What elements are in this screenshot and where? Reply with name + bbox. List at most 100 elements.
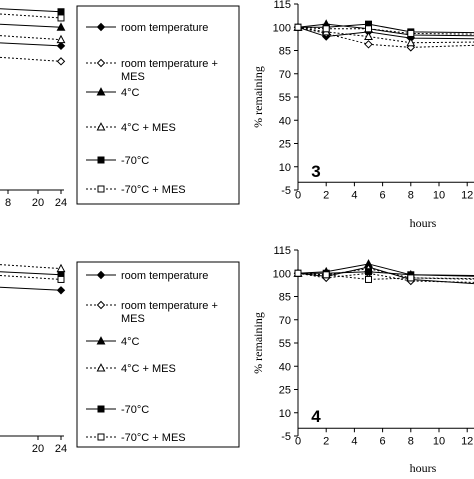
y-tick-label: 115 <box>273 0 291 11</box>
point-room-temperature <box>56 41 66 51</box>
series-line-70-c <box>0 8 62 13</box>
series-line-70-c-mes <box>0 274 62 280</box>
legend-label-line: room temperature <box>121 270 208 282</box>
point-70-c-mes <box>57 14 65 22</box>
point-70-c-mes <box>407 274 415 282</box>
point-70-c-mes <box>294 23 302 31</box>
x-tick-label: 6 <box>380 189 386 201</box>
legend-label-line: -70°C <box>121 404 149 416</box>
legend-label-room-temperature-mes: room temperature + MES <box>121 300 218 325</box>
legend-label-line: 4°C + MES <box>121 122 176 134</box>
legend-label-room-temperature: room temperature <box>121 22 208 34</box>
legend-top: room temperature room temperature + MES 4°C… <box>76 5 240 205</box>
y-tick-label: 55 <box>279 338 291 350</box>
x-tick-label: 20 <box>32 443 44 455</box>
legend-marker-room-temperature <box>96 270 106 280</box>
x-tick-label: 24 <box>55 443 67 455</box>
legend-marker-room-temperature-mes <box>96 300 106 310</box>
series-line-4-c-mes <box>297 26 474 44</box>
y-tick-label: 25 <box>279 385 291 397</box>
y-tick-label: 40 <box>279 115 291 127</box>
legend-label-line: -70°C + MES <box>121 184 186 196</box>
legend-label-70-c-mes: -70°C + MES <box>121 184 186 196</box>
legend-label-70-c: -70°C <box>121 404 149 416</box>
legend-label-70-c: -70°C <box>121 155 149 167</box>
point-70-c-mes <box>322 271 330 279</box>
point-4-c-mes <box>406 37 416 47</box>
x-tick-label: 24 <box>55 197 67 209</box>
legend-marker-4-c-mes <box>96 122 106 131</box>
x-tick-label: 2 <box>323 435 329 447</box>
y-axis-title: % remaining <box>251 312 265 374</box>
series-line-70-c <box>0 271 62 276</box>
series-line-70-c-mes <box>297 26 474 35</box>
series-line-room-temperature <box>0 42 62 47</box>
point-70-c-mes <box>57 275 65 283</box>
point-70-c <box>57 8 65 16</box>
legend-box <box>76 261 240 448</box>
y-tick-label: 40 <box>279 361 291 373</box>
legend-label-line: 4°C + MES <box>121 363 176 375</box>
legend-marker-room-temperature-mes <box>96 58 106 68</box>
legend-marker-4-c <box>96 87 106 96</box>
legend-bottom: room temperature room temperature + MES 4°C… <box>76 261 240 448</box>
legend-label-line: 4°C <box>121 336 140 348</box>
point-70-c-mes <box>294 269 302 277</box>
panel-top-right: -51025405570851001150246810121416% remai… <box>251 0 474 230</box>
legend-marker-4-c-mes <box>96 363 106 372</box>
y-tick-label: 70 <box>279 69 291 81</box>
y-tick-label: 25 <box>279 139 291 151</box>
x-tick-label: 0 <box>295 189 301 201</box>
legend-label-line: -70°C + MES <box>121 432 186 444</box>
x-tick-label: 10 <box>433 435 445 447</box>
series-line-room-temperature-mes <box>297 272 474 283</box>
y-tick-label: 115 <box>273 245 291 257</box>
series-line-4-c-mes <box>0 264 62 270</box>
point-70-c-mes <box>365 25 372 33</box>
panel-label: 4 <box>311 407 321 426</box>
series-line-4-c-mes <box>297 268 474 280</box>
legend-marker-4-c <box>96 336 106 345</box>
legend-label-line: MES <box>121 71 145 83</box>
x-tick-label: 4 <box>351 435 357 447</box>
y-tick-label: -5 <box>281 431 291 443</box>
series-line-4-c <box>0 23 62 28</box>
point-70-c-mes <box>407 29 415 37</box>
y-tick-label: 100 <box>273 22 291 34</box>
legend-label-line: 4°C <box>121 87 140 99</box>
x-axis-title: hours <box>410 216 437 230</box>
point-70-c-mes <box>365 275 372 283</box>
y-tick-label: 10 <box>279 408 291 420</box>
y-tick-label: 55 <box>279 92 291 104</box>
legend-label-room-temperature: room temperature <box>121 270 208 282</box>
point-room-temperature-mes <box>364 40 373 49</box>
y-tick-label: 10 <box>279 162 291 174</box>
x-tick-label: 8 <box>408 189 414 201</box>
legend-label-room-temperature-mes: room temperature + MES <box>121 58 218 83</box>
panel-bottom-left: 20 24 <box>0 263 67 455</box>
point-4-c <box>56 22 66 31</box>
point-4-c-mes <box>56 34 66 44</box>
legend-label-line: room temperature + <box>121 300 218 312</box>
x-tick-label: 20 <box>32 197 44 209</box>
series-line-4-c-mes <box>0 35 62 41</box>
legend-marker-70-c-mes <box>97 433 105 441</box>
y-tick-label: 70 <box>279 315 291 327</box>
legend-label-line: MES <box>121 313 145 325</box>
y-tick-label: -5 <box>281 185 291 197</box>
x-axis-title: hours <box>410 461 437 474</box>
point-4-c-mes <box>364 31 373 41</box>
legend-label-70-c-mes: -70°C + MES <box>121 432 186 444</box>
y-tick-label: 100 <box>273 268 291 280</box>
legend-marker-70-c <box>97 156 105 164</box>
y-axis-title: % remaining <box>251 66 265 128</box>
legend-marker-room-temperature <box>96 22 106 32</box>
panel-bottom-right: -51025405570851001150246810121416% remai… <box>251 245 474 475</box>
series-line-70-c-mes <box>297 272 474 280</box>
x-tick-label: 4 <box>351 189 357 201</box>
panel-label: 3 <box>311 162 320 181</box>
x-tick-label: 6 <box>380 435 386 447</box>
series-line-room-temperature <box>0 286 62 291</box>
